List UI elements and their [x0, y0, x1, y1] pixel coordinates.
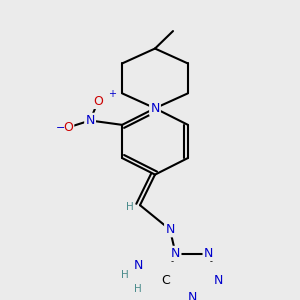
Text: +: +	[108, 89, 116, 99]
Text: O: O	[63, 121, 73, 134]
Text: H: H	[126, 202, 134, 212]
Text: N: N	[171, 247, 180, 260]
Text: C: C	[161, 274, 170, 287]
Text: N: N	[165, 223, 175, 236]
Text: H: H	[122, 270, 129, 280]
Text: O: O	[93, 95, 103, 108]
Text: −: −	[56, 123, 65, 133]
Text: N: N	[134, 260, 143, 272]
Text: N: N	[214, 274, 223, 287]
Text: N: N	[204, 247, 213, 260]
Text: N: N	[150, 102, 160, 115]
Text: H: H	[134, 284, 142, 294]
Text: N: N	[187, 291, 197, 300]
Text: N: N	[85, 114, 95, 127]
